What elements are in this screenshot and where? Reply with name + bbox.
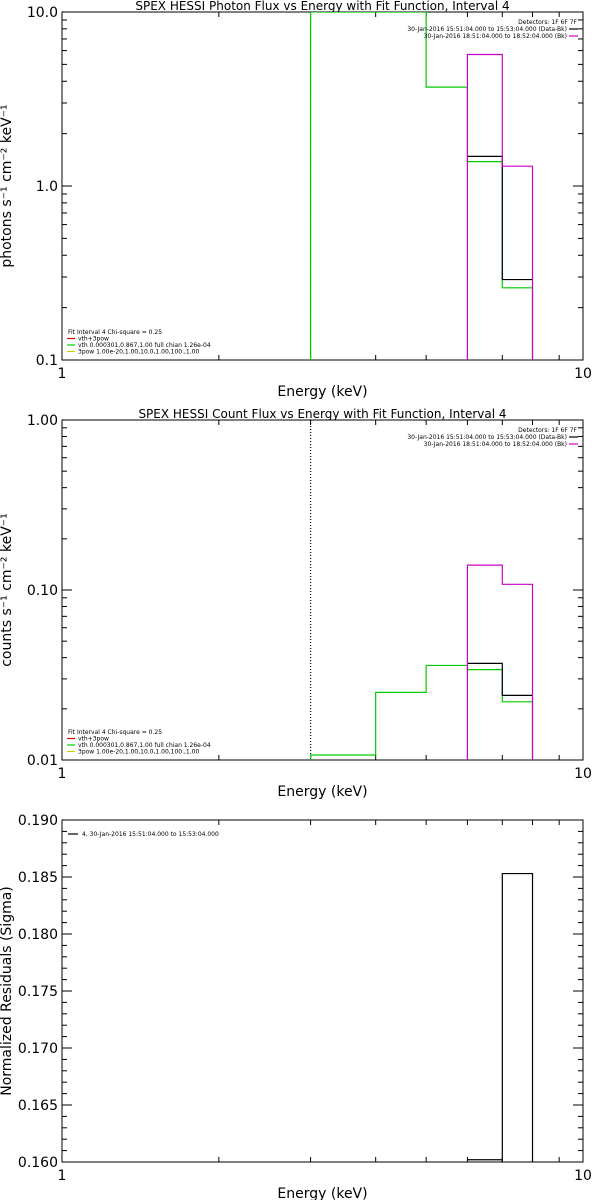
series-line-2	[309, 664, 534, 760]
series-line-3	[467, 662, 533, 696]
x-tick-label: 10	[574, 366, 592, 382]
y-tick-label: 0.160	[18, 1155, 58, 1171]
series-group	[467, 872, 534, 1162]
plot-frame	[61, 419, 584, 761]
chart-title: SPEX HESSI Photon Flux vs Energy with Fi…	[135, 0, 509, 13]
x-tick-label: 10	[574, 1168, 592, 1184]
x-tick-label: 1	[58, 1168, 67, 1184]
panel-1: SPEX HESSI Photon Flux vs Energy with Fi…	[0, 0, 592, 400]
x-tick-label: 1	[58, 366, 67, 382]
y-tick-label: 0.180	[18, 927, 58, 943]
fit-legend-entry: Fit Interval 4 Chi-square = 0.25	[68, 329, 162, 336]
y-tick-label: 1.00	[27, 413, 58, 429]
fit-legend-entry: 3pow 1.00e-20,1.00,10.0,1.00,100.,1.00	[78, 349, 199, 356]
y-tick-label: 1.0	[36, 179, 58, 195]
legend-entry: Detectors: 1F 6F 7F	[518, 19, 577, 26]
chart-title: SPEX HESSI Count Flux vs Energy with Fit…	[138, 407, 506, 421]
fit-legend-entry: vth+3pow	[78, 736, 109, 743]
fit-legend-entry: vth+3pow	[78, 336, 109, 343]
y-axis-label: Normalized Residuals (Sigma)	[0, 886, 15, 1096]
x-tick-label: 1	[58, 766, 67, 782]
y-tick-label: 0.185	[18, 870, 58, 886]
y-tick-label: 0.10	[27, 583, 58, 599]
series-line-3	[467, 155, 533, 281]
series-line-1	[309, 12, 534, 360]
y-tick-label: 0.1	[36, 353, 58, 369]
y-tick-label: 0.170	[18, 1041, 58, 1057]
y-tick-label: 0.01	[27, 753, 58, 769]
y-tick-label: 0.175	[18, 984, 58, 1000]
y-tick-label: 0.190	[18, 813, 58, 829]
x-tick-label: 10	[574, 766, 592, 782]
legend-entry: 30-Jan-2016 18:51:04.000 to 18:52:04.000…	[424, 441, 567, 448]
y-axis-label: photons s⁻¹ cm⁻² keV⁻¹	[0, 104, 15, 267]
x-axis-label: Energy (keV)	[277, 784, 367, 800]
legend-entry: 30-Jan-2016 15:51:04.000 to 15:53:04.000…	[407, 26, 567, 33]
y-tick-label: 0.165	[18, 1098, 58, 1114]
panel-3: 1 10 0.160 0.165 0.170 0.175 0.180 0.185 0.190 En…	[0, 813, 592, 1200]
series-line-1	[467, 872, 534, 1162]
series-group	[309, 420, 534, 760]
fit-legend-entry: Fit Interval 4 Chi-square = 0.25	[68, 729, 162, 736]
legend-entry: 30-Jan-2016 15:51:04.000 to 15:53:04.000…	[407, 434, 567, 441]
legend-entry: 30-Jan-2016 18:51:04.000 to 18:52:04.000…	[424, 33, 567, 40]
fit-legend-entry: vth 0.000301,0.867,1.00 full chian 1.26e…	[78, 742, 211, 749]
legend-entry: Detectors: 1F 6F 7F	[518, 427, 577, 434]
series-group	[309, 12, 534, 360]
y-axis-label: counts s⁻¹ cm⁻² keV⁻¹	[0, 513, 15, 667]
series-line-4	[466, 564, 534, 760]
x-axis-label: Energy (keV)	[277, 1186, 367, 1200]
plot-frame	[61, 819, 584, 1163]
y-tick-label: 10.0	[27, 5, 58, 21]
series-line-4	[466, 53, 534, 360]
fit-legend-entry: vth 0.000301,0.867,1.00 full chian 1.26e…	[78, 342, 211, 349]
x-axis-label: Energy (keV)	[277, 384, 367, 400]
plot-frame	[61, 11, 584, 361]
panel-2: SPEX HESSI Count Flux vs Energy with Fit…	[0, 407, 592, 800]
fit-legend-entry: 3pow 1.00e-20,1.00,10.0,1.00,100.,1.00	[78, 749, 199, 756]
legend-entry: 4, 30-Jan-2016 15:51:04.000 to 15:53:04.…	[82, 831, 219, 838]
